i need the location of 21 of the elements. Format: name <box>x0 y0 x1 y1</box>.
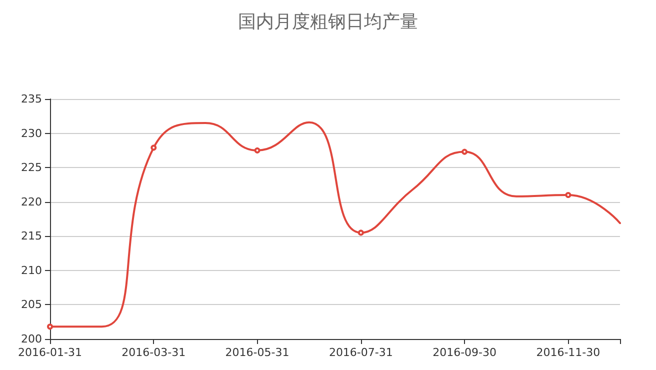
y-tick-label: 225 <box>21 161 42 174</box>
x-tick-label: 2016-03-31 <box>122 346 186 359</box>
point <box>565 192 572 198</box>
y-tick-label: 210 <box>21 264 42 277</box>
x-tick-label: 2016-01-31 <box>18 346 82 359</box>
x-tick-label: 2016-09-30 <box>432 346 497 359</box>
x-tick-label: 2016-05-31 <box>225 346 290 359</box>
y-tick-label: 220 <box>21 195 42 208</box>
y-tick-label: 215 <box>21 230 42 243</box>
point <box>47 324 53 330</box>
y-tick-label: 200 <box>21 332 42 346</box>
chart-title: 国内月度粗钢日均产量 <box>238 12 418 32</box>
y-tick-label: 235 <box>21 92 42 106</box>
y-tick-label: 230 <box>21 126 42 140</box>
point <box>150 144 157 151</box>
x-tick-label: 2016-07-31 <box>328 346 393 359</box>
point <box>254 147 260 154</box>
x-tick-label: 2016-11-30 <box>536 346 600 359</box>
point <box>462 148 468 155</box>
y-tick-label: 205 <box>21 298 42 312</box>
point <box>358 230 364 236</box>
